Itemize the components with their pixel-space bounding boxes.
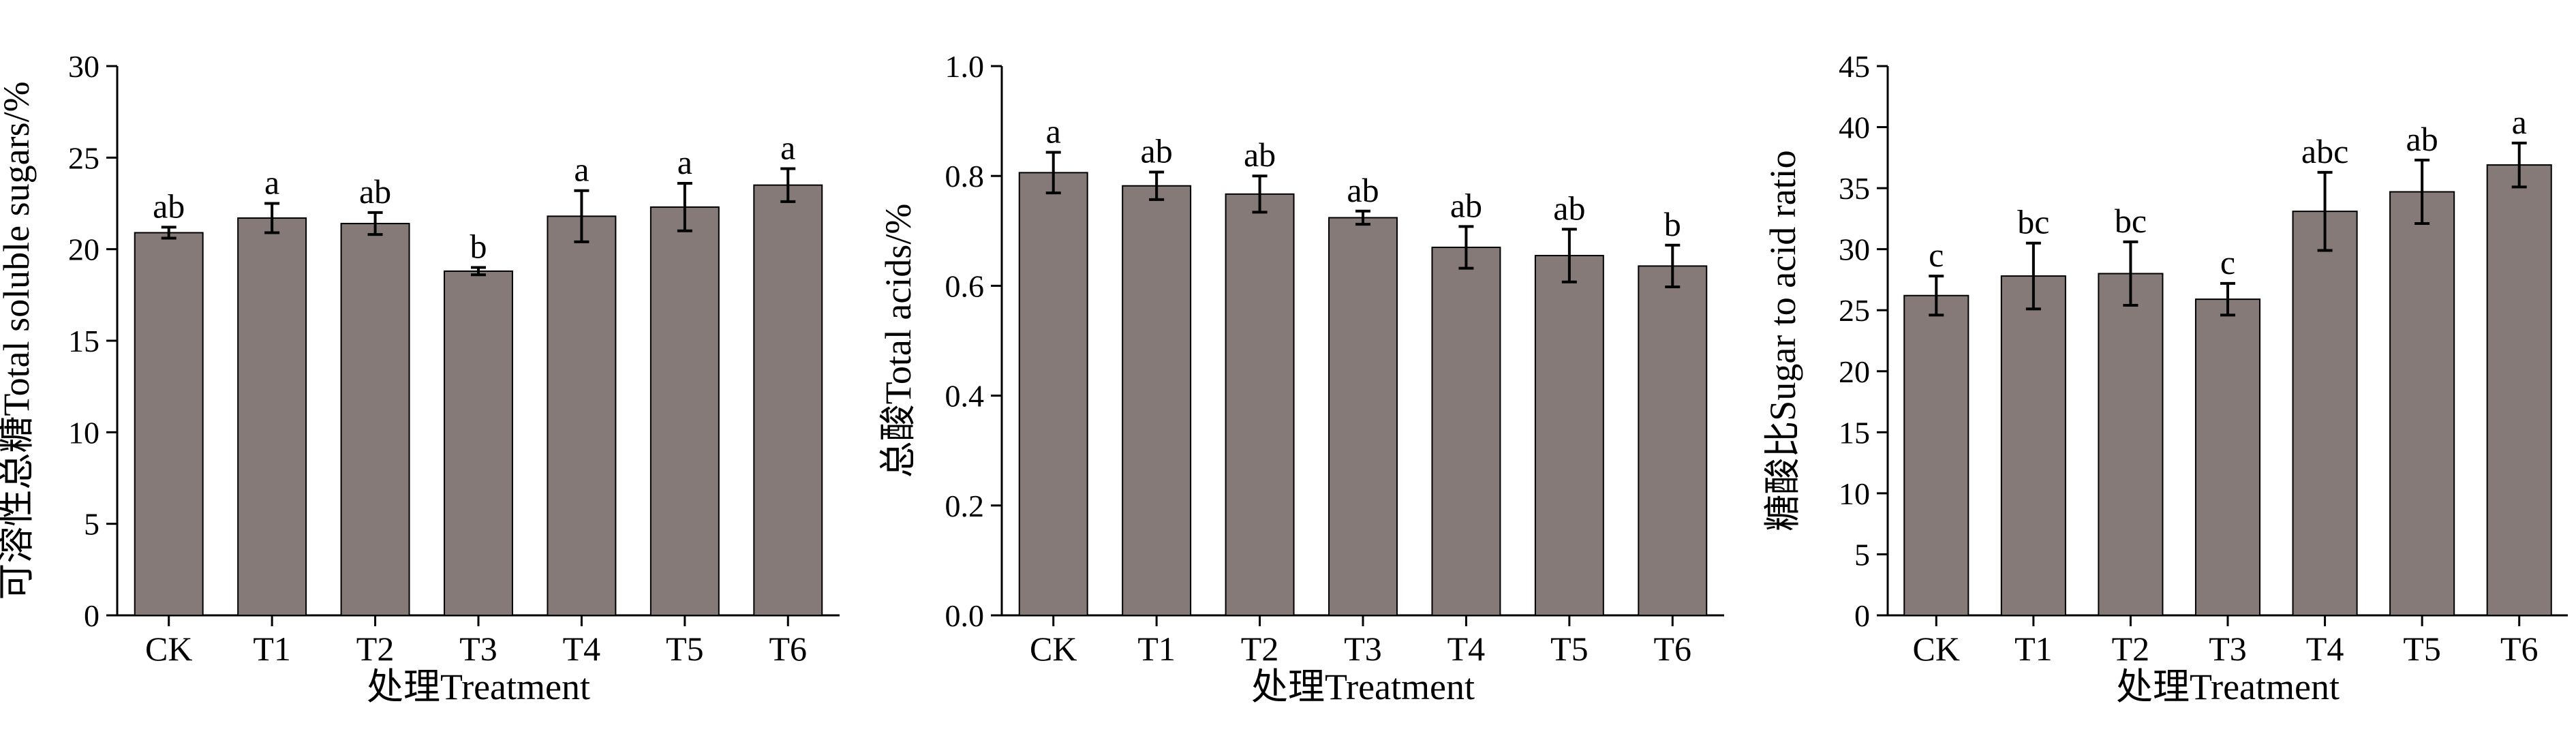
y-tick-label: 0 [1854,598,1870,633]
significance-label: abc [2301,132,2348,170]
bar-t2 [340,223,410,616]
x-tick-label: T6 [1654,630,1692,668]
x-tick-label: T2 [356,630,395,668]
y-tick-label: 5 [1854,537,1870,572]
y-tick-label: 45 [1839,49,1870,84]
significance-label: c [1929,236,1944,274]
x-tick-label: T2 [2112,630,2150,668]
x-axis-title: 处理Treatment [2116,666,2340,707]
x-tick-label: T3 [1344,630,1382,668]
bar-ck [1018,172,1088,616]
y-tick-label: 0.4 [945,379,985,414]
significance-label: c [2220,243,2235,281]
x-tick-label: T3 [459,630,497,668]
significance-label: ab [359,172,391,211]
bar-t6 [1638,265,1708,617]
bar-t3 [444,270,513,616]
significance-label: ab [1141,132,1173,170]
significance-label: ab [1553,189,1585,227]
y-axis-title: 糖酸比Sugar to acid ratio [1762,150,1803,531]
x-tick-label: T6 [769,630,808,668]
bar-t4 [2292,211,2358,616]
y-tick-label: 35 [1839,171,1870,206]
significance-label: a [1046,112,1061,151]
y-tick-label: 40 [1839,110,1870,145]
bar-t2 [2098,273,2164,616]
y-tick-label: 10 [68,415,99,450]
x-tick-label: T4 [2306,630,2344,668]
bar-t6 [2486,164,2552,616]
significance-label: a [264,164,279,202]
bar-t3 [1328,217,1398,616]
x-tick-label: T5 [2403,630,2441,668]
significance-label: a [677,143,692,181]
significance-label: a [780,128,795,166]
chart-panel-2: 0.0 0.2 0.4 0.6 0.8 1.0 a CK ab T1 ab T2 ab T3 ab T4 ab T… [878,49,1724,707]
chart-panel-1: 0 5 10 15 20 25 30 ab CK a T1 ab T2 b T3 a T4 a T5 a T6 处理Tre… [0,49,840,707]
bar-t1 [2000,275,2066,616]
bar-t1 [237,217,307,616]
significance-label: bc [2115,202,2147,240]
bar-ck [134,232,204,616]
y-tick-label: 25 [68,140,99,175]
y-tick-label: 0 [84,598,99,633]
x-tick-label: T1 [2014,630,2053,668]
x-tick-label: CK [1030,630,1077,668]
x-tick-label: T5 [666,630,704,668]
significance-label: b [470,228,487,266]
x-tick-label: T1 [1137,630,1176,668]
bar-t5 [1534,255,1604,616]
significance-label: a [2512,103,2527,141]
bar-t1 [1122,185,1192,616]
y-tick-label: 0.6 [945,268,985,303]
y-tick-label: 20 [68,232,99,267]
x-tick-label: CK [1913,630,1960,668]
chart-panel-3: 0 5 10 15 20 25 30 35 40 45 c CK bc T1 bc T2 c T3 abc T4 ab T… [1762,49,2568,707]
bar-ck [1903,294,1969,616]
significance-label: ab [2406,120,2438,158]
bar-t3 [2194,298,2261,616]
y-tick-label: 15 [68,324,99,358]
y-tick-label: 0.0 [945,598,985,633]
x-tick-label: T4 [563,630,601,668]
bar-t4 [547,215,617,617]
bar-t6 [753,184,823,616]
y-tick-label: 0.2 [945,489,985,523]
y-tick-label: 30 [1839,232,1870,267]
bar-t5 [649,206,720,616]
y-tick-label: 30 [68,49,99,84]
bar-t5 [2389,191,2455,616]
x-tick-label: T5 [1550,630,1589,668]
x-tick-label: T3 [2209,630,2247,668]
significance-label: a [574,151,589,189]
significance-label: ab [1244,136,1276,174]
y-tick-label: 20 [1839,354,1870,389]
x-tick-label: T1 [253,630,291,668]
x-tick-label: T6 [2500,630,2539,668]
x-tick-label: T2 [1241,630,1279,668]
bar-t2 [1225,193,1295,617]
y-axis-title: 可溶性总糖Total soluble sugars/% [0,81,37,600]
x-tick-label: T4 [1447,630,1486,668]
y-tick-label: 15 [1839,415,1870,450]
y-tick-label: 0.8 [945,159,985,194]
y-tick-label: 1.0 [945,49,985,84]
significance-label: ab [1450,186,1482,224]
y-tick-label: 25 [1839,293,1870,328]
bar-t4 [1431,246,1501,617]
significance-label: ab [1347,171,1379,209]
x-axis-title: 处理Treatment [367,666,590,707]
significance-label: b [1664,205,1681,243]
x-axis-title: 处理Treatment [1251,666,1475,707]
x-tick-label: CK [145,630,192,668]
y-axis-title: 总酸Total acids/% [878,204,919,478]
y-tick-label: 10 [1839,476,1870,511]
significance-label: bc [2017,203,2049,241]
y-tick-label: 5 [84,507,99,542]
significance-label: ab [153,187,185,225]
